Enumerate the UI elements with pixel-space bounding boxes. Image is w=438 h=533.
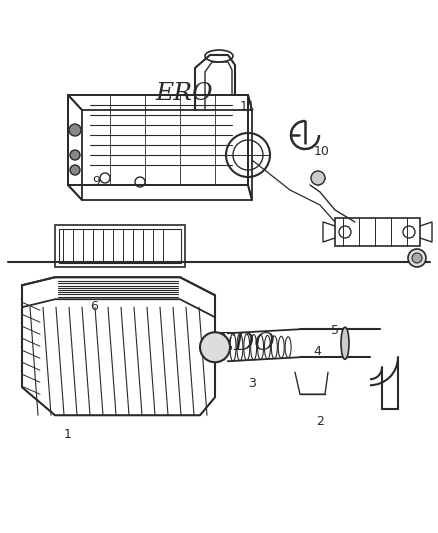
Text: 5: 5 [331,324,339,337]
Text: 4: 4 [314,345,321,358]
Ellipse shape [70,165,80,175]
Ellipse shape [311,171,325,185]
Ellipse shape [70,150,80,160]
Text: 6: 6 [90,300,98,313]
Ellipse shape [341,327,349,359]
Ellipse shape [200,332,230,362]
Text: ERO: ERO [155,82,213,105]
Bar [335,218,420,246]
Ellipse shape [69,124,81,136]
Ellipse shape [412,253,422,263]
Text: 3: 3 [248,377,256,390]
Ellipse shape [408,249,426,267]
Text: 10: 10 [314,146,330,158]
Text: 1: 1 [64,428,72,441]
Text: 9: 9 [92,175,100,188]
Bar [59,229,181,263]
Bar [55,225,185,267]
Text: 11: 11 [240,100,255,113]
Text: EDO: EDO [216,332,275,356]
Text: 2: 2 [316,415,324,427]
